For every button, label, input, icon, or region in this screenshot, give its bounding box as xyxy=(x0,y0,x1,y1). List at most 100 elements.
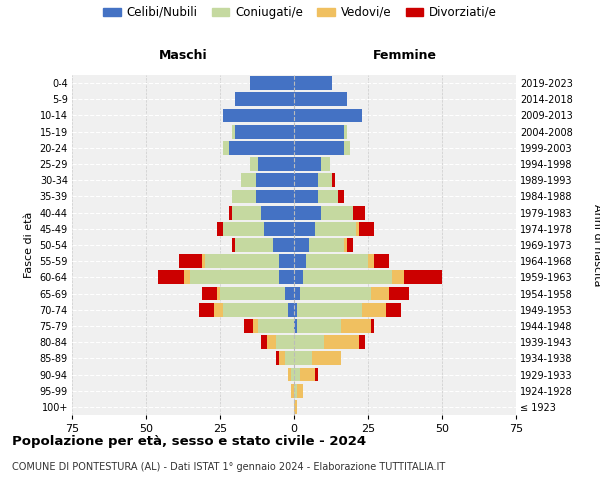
Bar xyxy=(320,157,329,171)
Bar xyxy=(217,286,220,300)
Bar xyxy=(323,336,359,349)
Bar xyxy=(158,270,184,284)
Bar xyxy=(229,141,294,154)
Bar xyxy=(223,141,229,154)
Bar xyxy=(214,303,223,316)
Bar xyxy=(294,286,300,300)
Bar xyxy=(229,206,232,220)
Bar xyxy=(344,141,350,154)
Bar xyxy=(389,286,409,300)
Bar xyxy=(279,254,294,268)
Bar xyxy=(338,190,344,203)
Bar xyxy=(288,368,291,382)
Bar xyxy=(202,286,217,300)
Bar xyxy=(294,190,317,203)
Bar xyxy=(285,352,294,365)
Bar xyxy=(312,352,341,365)
Bar xyxy=(223,108,294,122)
Bar xyxy=(294,384,297,398)
Bar xyxy=(294,352,312,365)
Bar xyxy=(294,336,323,349)
Bar xyxy=(317,174,332,187)
Bar xyxy=(256,174,294,187)
Bar xyxy=(300,286,371,300)
Bar xyxy=(300,368,315,382)
Bar xyxy=(294,157,320,171)
Bar xyxy=(294,76,332,90)
Bar xyxy=(294,108,362,122)
Bar xyxy=(303,270,392,284)
Bar xyxy=(294,368,300,382)
Bar xyxy=(276,352,279,365)
Bar xyxy=(217,222,223,235)
Bar xyxy=(232,206,262,220)
Bar xyxy=(256,190,294,203)
Bar xyxy=(199,303,214,316)
Bar xyxy=(359,222,374,235)
Bar xyxy=(223,222,265,235)
Bar xyxy=(332,174,335,187)
Bar xyxy=(297,303,362,316)
Bar xyxy=(235,238,273,252)
Legend: Celibi/Nubili, Coniugati/e, Vedovi/e, Divorziati/e: Celibi/Nubili, Coniugati/e, Vedovi/e, Di… xyxy=(103,6,497,19)
Bar xyxy=(347,238,353,252)
Bar xyxy=(288,303,294,316)
Bar xyxy=(320,206,353,220)
Text: COMUNE DI PONTESTURA (AL) - Dati ISTAT 1° gennaio 2024 - Elaborazione TUTTITALIA: COMUNE DI PONTESTURA (AL) - Dati ISTAT 1… xyxy=(12,462,445,472)
Bar xyxy=(184,270,190,284)
Bar xyxy=(297,384,303,398)
Text: Femmine: Femmine xyxy=(373,49,437,62)
Bar xyxy=(279,352,285,365)
Bar xyxy=(294,174,317,187)
Bar xyxy=(368,254,374,268)
Bar xyxy=(262,336,268,349)
Bar xyxy=(202,254,205,268)
Bar xyxy=(374,254,389,268)
Bar xyxy=(294,303,297,316)
Bar xyxy=(371,319,374,333)
Bar xyxy=(253,319,259,333)
Bar xyxy=(235,125,294,138)
Bar xyxy=(294,400,297,414)
Bar xyxy=(241,174,256,187)
Bar xyxy=(259,157,294,171)
Bar xyxy=(392,270,404,284)
Bar xyxy=(205,254,279,268)
Bar xyxy=(294,319,297,333)
Text: Maschi: Maschi xyxy=(158,49,208,62)
Bar xyxy=(250,76,294,90)
Bar xyxy=(294,206,320,220)
Bar xyxy=(223,303,288,316)
Bar xyxy=(294,222,315,235)
Bar xyxy=(232,125,235,138)
Bar xyxy=(344,238,347,252)
Bar xyxy=(356,222,359,235)
Bar xyxy=(291,384,294,398)
Bar xyxy=(359,336,365,349)
Bar xyxy=(294,270,303,284)
Bar xyxy=(250,157,259,171)
Bar xyxy=(362,303,386,316)
Bar xyxy=(279,270,294,284)
Bar xyxy=(309,238,344,252)
Bar xyxy=(244,319,253,333)
Bar xyxy=(317,190,338,203)
Bar xyxy=(315,222,356,235)
Bar xyxy=(294,254,306,268)
Bar xyxy=(190,270,279,284)
Bar xyxy=(265,222,294,235)
Bar xyxy=(273,238,294,252)
Bar xyxy=(386,303,401,316)
Bar xyxy=(294,141,344,154)
Bar xyxy=(232,190,256,203)
Bar xyxy=(306,254,368,268)
Bar xyxy=(294,125,344,138)
Bar xyxy=(235,92,294,106)
Bar xyxy=(297,319,341,333)
Bar xyxy=(341,319,371,333)
Bar xyxy=(179,254,202,268)
Bar xyxy=(285,286,294,300)
Bar xyxy=(232,238,235,252)
Bar xyxy=(220,286,285,300)
Bar xyxy=(294,238,309,252)
